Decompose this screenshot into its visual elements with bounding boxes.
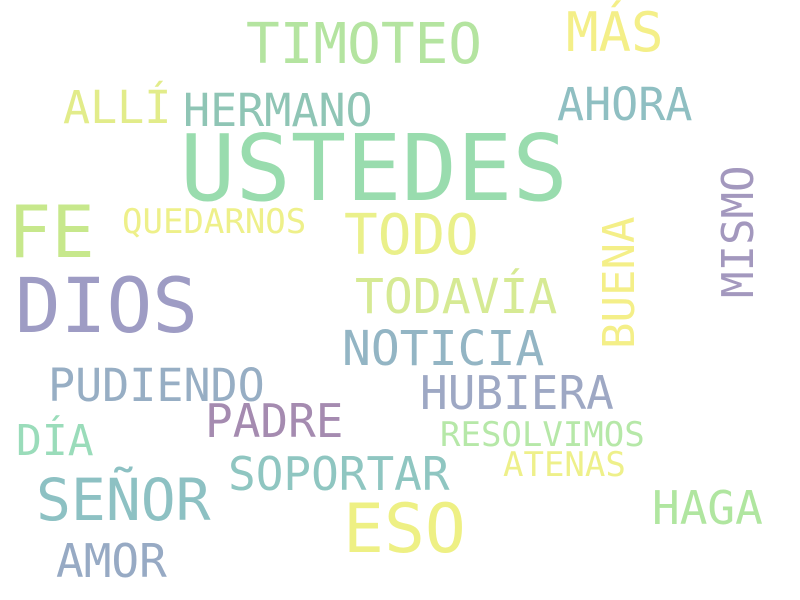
word-senor: SEÑOR: [36, 466, 211, 534]
word-haga: HAGA: [652, 481, 763, 535]
word-eso: ESO: [343, 490, 466, 569]
word-alli: ALLÍ: [63, 81, 172, 134]
word-atenas: ATENAS: [503, 445, 626, 485]
word-amor: AMOR: [56, 534, 167, 588]
word-padre: PADRE: [205, 394, 344, 448]
word-mas: MÁS: [566, 1, 664, 64]
word-pudiendo: PUDIENDO: [48, 359, 265, 412]
word-ahora: AHORA: [557, 78, 693, 131]
word-resolvimos: RESOLVIMOS: [440, 415, 645, 455]
word-fe: FE: [8, 190, 95, 274]
word-quedarnos: QUEDARNOS: [122, 202, 307, 242]
word-buena: BUENA: [594, 216, 645, 349]
word-timoteo: TIMOTEO: [246, 12, 483, 77]
word-mismo: MISMO: [713, 165, 764, 298]
word-hermano: HERMANO: [183, 84, 373, 137]
word-soportar: SOPORTAR: [228, 447, 450, 501]
word-ustedes: USTEDES: [180, 115, 568, 222]
word-dios: DIOS: [15, 261, 199, 350]
word-todavia: TODAVÍA: [355, 269, 558, 325]
word-todo: TODO: [344, 203, 479, 268]
word-noticia: NOTICIA: [342, 321, 545, 377]
word-dia: DÍA: [16, 416, 94, 466]
word-hubiera: HUBIERA: [420, 366, 614, 420]
